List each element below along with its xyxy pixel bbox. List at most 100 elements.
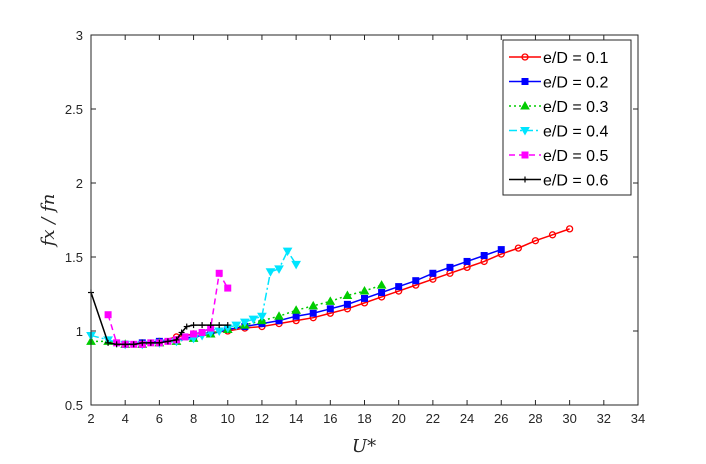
x-tick-label: 22 (426, 411, 440, 426)
y-tick-label: 1.5 (65, 250, 83, 265)
data-point (198, 328, 206, 336)
ticks-layer: 2 4 6 8 10 12 14 16 18 20 22 24 26 28 30 32 340.511.522.… (65, 28, 645, 426)
data-point (309, 309, 317, 317)
y-tick-label: 2.5 (65, 102, 83, 117)
data-point (257, 312, 267, 322)
data-point (190, 330, 198, 338)
data-point (548, 231, 557, 239)
y-tick-label: 0.5 (65, 398, 83, 413)
data-point (429, 269, 437, 277)
data-point (292, 312, 300, 320)
legend-entry: e/D = 0.2 (509, 75, 608, 92)
data-point (113, 341, 120, 348)
x-tick-label: 10 (221, 411, 235, 426)
data-point (178, 329, 185, 336)
x-tick-label: 32 (597, 411, 611, 426)
data-point (147, 339, 154, 346)
data-point (565, 225, 574, 233)
data-point (308, 300, 319, 310)
data-point (239, 318, 250, 328)
x-tick-label: 14 (289, 411, 303, 426)
x-tick-label: 18 (357, 411, 371, 426)
data-point (343, 300, 351, 308)
x-tick-label: 28 (528, 411, 542, 426)
data-point (376, 280, 387, 289)
x-tick-label: 8 (190, 411, 197, 426)
data-point (130, 341, 137, 348)
legend-marker (521, 151, 529, 159)
legend-label: e/D = 0.3 (543, 99, 608, 116)
x-tick-label: 2 (87, 411, 94, 426)
data-point (164, 338, 171, 345)
data-point (531, 237, 540, 245)
data-point (181, 333, 189, 341)
data-point (480, 252, 488, 260)
x-tick-label: 24 (460, 411, 474, 426)
x-tick-label: 26 (494, 411, 508, 426)
x-tick-label: 12 (255, 411, 269, 426)
data-point (265, 268, 276, 277)
data-point (183, 323, 190, 330)
legend-label: e/D = 0.6 (543, 173, 608, 190)
y-tick-label: 1 (76, 324, 83, 339)
legend-label: e/D = 0.2 (543, 75, 608, 92)
data-point (122, 341, 129, 348)
data-point (224, 284, 232, 292)
data-point (395, 283, 403, 291)
data-point (104, 311, 112, 319)
data-point (199, 322, 206, 329)
data-point (105, 339, 112, 346)
data-point (215, 269, 223, 277)
x-tick-label: 16 (323, 411, 337, 426)
data-point (231, 321, 242, 331)
series-layer (86, 225, 574, 350)
legend-marker (520, 127, 530, 136)
data-point (326, 305, 334, 313)
data-point (139, 339, 146, 346)
data-point (325, 296, 336, 305)
data-point (173, 336, 180, 343)
legend-label: e/D = 0.4 (543, 124, 608, 141)
data-point (216, 322, 223, 329)
x-tick-label: 30 (562, 411, 576, 426)
y-tick-label: 3 (76, 28, 83, 43)
legend-entry: e/D = 0.4 (509, 124, 608, 141)
x-axis-label: U* (352, 436, 376, 457)
legend-entry: e/D = 0.1 (509, 50, 608, 67)
data-point (378, 289, 386, 297)
y-tick-label: 2 (76, 176, 83, 191)
y-axis-label: fx / fn (38, 194, 59, 249)
data-point (359, 286, 370, 295)
data-point (446, 263, 454, 271)
data-point (248, 315, 259, 325)
data-point (190, 322, 197, 329)
data-point (224, 322, 231, 329)
legend-entry: e/D = 0.5 (509, 148, 608, 165)
x-tick-label: 34 (631, 411, 645, 426)
data-point (291, 260, 301, 270)
data-point (361, 294, 368, 302)
data-point (291, 305, 301, 314)
data-point (274, 311, 284, 320)
data-point (274, 265, 284, 274)
series-6 (88, 289, 231, 348)
data-point (514, 244, 522, 252)
x-tick-label: 20 (391, 411, 405, 426)
legend-entry: e/D = 0.3 (509, 99, 608, 116)
data-point (412, 277, 420, 285)
data-point (207, 322, 214, 329)
data-point (342, 290, 353, 299)
legend-label: e/D = 0.5 (543, 148, 608, 165)
legend-entry: e/D = 0.6 (509, 173, 608, 190)
legend-box (502, 39, 632, 196)
x-tick-label: 4 (122, 411, 129, 426)
x-tick-label: 6 (156, 411, 163, 426)
data-point (282, 247, 293, 257)
legend-marker (522, 176, 528, 183)
legend-marker (521, 53, 529, 61)
legend-label: e/D = 0.1 (543, 50, 608, 67)
legend-marker (521, 78, 529, 85)
data-point (497, 246, 505, 254)
legend: e/D = 0.1 e/D = 0.2 e/D = 0.3 e/D = 0.4 e/D … (502, 39, 632, 196)
